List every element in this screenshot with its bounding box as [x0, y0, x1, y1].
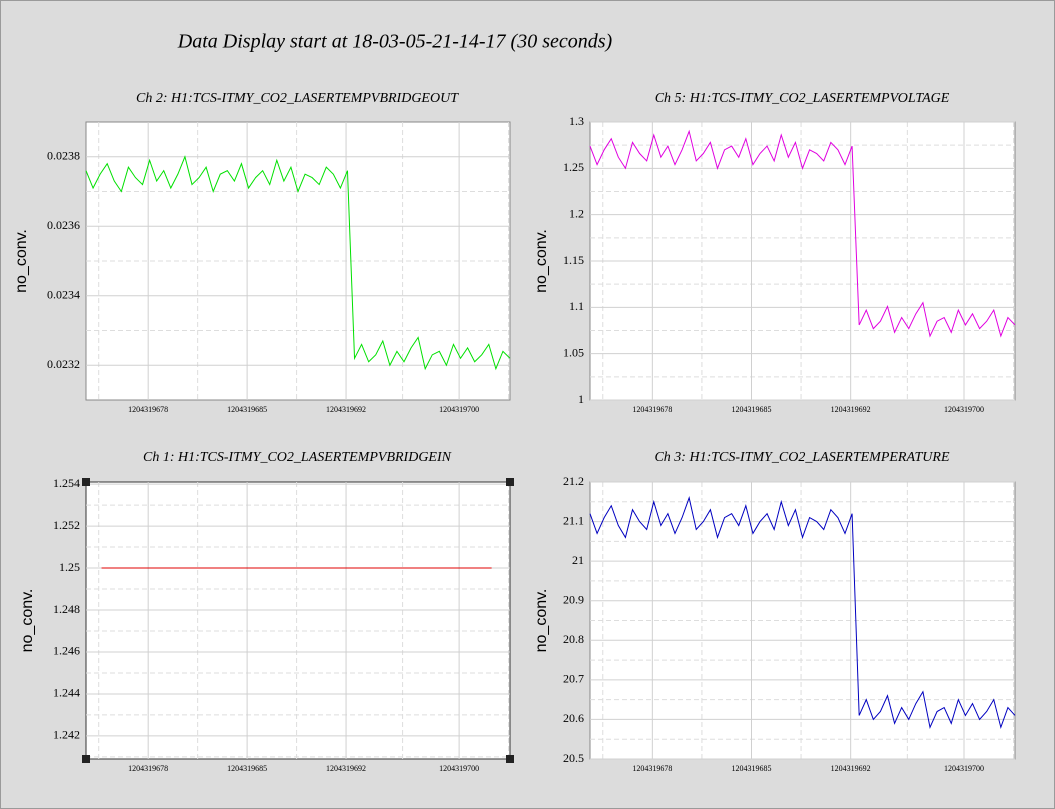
- x-tick-label: 1204319685: [732, 405, 772, 414]
- y-tick-label: 1: [578, 392, 584, 406]
- chart-title: Ch 3: H1:TCS-ITMY_CO2_LASERTEMPERATURE: [654, 450, 949, 465]
- series-line: [85, 155, 511, 371]
- selection-handle: [506, 478, 514, 486]
- y-tick-label: 0.0234: [47, 288, 80, 302]
- x-tick-label: 1204319678: [632, 405, 672, 414]
- x-tick-label: 1204319692: [831, 764, 871, 773]
- page-title: Data Display start at 18-03-05-21-14-17 …: [177, 31, 613, 53]
- x-tick-label: 1204319678: [128, 764, 168, 773]
- y-tick-label: 1.1: [569, 299, 584, 313]
- selection-handle: [506, 755, 514, 763]
- chart-title: Ch 2: H1:TCS-ITMY_CO2_LASERTEMPVBRIDGEOU…: [136, 91, 459, 106]
- y-tick-label: 21.1: [563, 513, 584, 527]
- x-tick-label: 1204319678: [632, 764, 672, 773]
- x-tick-label: 1204319685: [227, 405, 267, 414]
- chart-title: Ch 1: H1:TCS-ITMY_CO2_LASERTEMPVBRIDGEIN: [143, 450, 452, 465]
- y-tick-label: 1.05: [563, 345, 584, 359]
- panel: Ch 3: H1:TCS-ITMY_CO2_LASERTEMPERATUREno…: [533, 450, 1016, 773]
- y-tick-label: 21: [572, 553, 584, 567]
- y-tick-label: 1.244: [53, 686, 80, 700]
- y-tick-label: 21.2: [563, 474, 584, 488]
- panel: Ch 5: H1:TCS-ITMY_CO2_LASERTEMPVOLTAGEno…: [533, 91, 1016, 414]
- y-tick-label: 1.2: [569, 206, 584, 220]
- series-line: [589, 496, 1016, 730]
- x-tick-label: 1204319700: [944, 405, 984, 414]
- x-tick-label: 1204319692: [326, 405, 366, 414]
- y-tick-label: 0.0232: [47, 357, 80, 371]
- y-tick-label: 1.15: [563, 253, 584, 267]
- y-tick-label: 1.246: [53, 644, 80, 658]
- x-tick-label: 1204319692: [326, 764, 366, 773]
- plot-area: [85, 481, 511, 760]
- x-tick-label: 1204319700: [944, 764, 984, 773]
- selection-handle: [82, 755, 90, 763]
- x-tick-label: 1204319678: [128, 405, 168, 414]
- y-tick-label: 1.25: [563, 160, 584, 174]
- x-tick-label: 1204319685: [227, 764, 267, 773]
- y-axis-label: no_conv.: [533, 229, 550, 293]
- chart-title: Ch 5: H1:TCS-ITMY_CO2_LASERTEMPVOLTAGE: [655, 91, 950, 106]
- x-tick-label: 1204319692: [831, 405, 871, 414]
- y-tick-label: 0.0236: [47, 218, 80, 232]
- y-tick-label: 20.6: [563, 711, 584, 725]
- panel: Ch 1: H1:TCS-ITMY_CO2_LASERTEMPVBRIDGEIN…: [19, 450, 514, 773]
- x-tick-label: 1204319700: [439, 405, 479, 414]
- series-line: [589, 129, 1016, 338]
- y-tick-label: 1.248: [53, 602, 80, 616]
- panel: Ch 2: H1:TCS-ITMY_CO2_LASERTEMPVBRIDGEOU…: [13, 91, 511, 414]
- y-axis-label: no_conv.: [533, 589, 550, 653]
- y-tick-label: 1.242: [53, 728, 80, 742]
- y-tick-label: 1.252: [53, 518, 80, 532]
- y-tick-label: 1.254: [53, 476, 80, 490]
- y-tick-label: 1.3: [569, 114, 584, 128]
- x-tick-label: 1204319685: [732, 764, 772, 773]
- y-tick-label: 20.7: [563, 672, 584, 686]
- y-tick-label: 0.0238: [47, 149, 80, 163]
- y-tick-label: 1.25: [59, 560, 80, 574]
- y-axis-label: no_conv.: [19, 589, 36, 653]
- y-axis-label: no_conv.: [13, 229, 30, 293]
- y-tick-label: 20.5: [563, 751, 584, 765]
- y-tick-label: 20.8: [563, 632, 584, 646]
- y-tick-label: 20.9: [563, 592, 584, 606]
- x-tick-label: 1204319700: [439, 764, 479, 773]
- selection-handle: [82, 478, 90, 486]
